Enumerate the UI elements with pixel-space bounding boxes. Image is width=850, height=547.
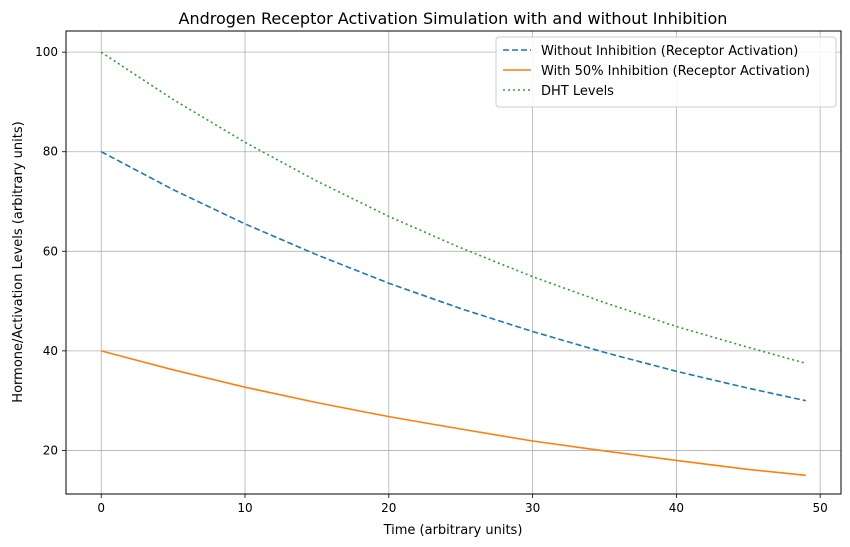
y-tick-label: 100 (35, 45, 58, 59)
legend-label-2: With 50% Inhibition (Receptor Activation… (541, 64, 810, 79)
chart-title: Androgen Receptor Activation Simulation … (179, 9, 728, 28)
legend: Without Inhibition (Receptor Activation)… (495, 36, 837, 108)
y-tick-label: 40 (43, 344, 58, 358)
x-tick-label: 50 (813, 501, 828, 515)
y-tick-label: 20 (43, 443, 58, 457)
x-tick-label: 30 (525, 501, 540, 515)
x-axis-label: Time (arbitrary units) (383, 523, 523, 538)
x-tick-label: 20 (381, 501, 396, 515)
plot-area-frame (65, 30, 842, 495)
series-layer (100, 51, 807, 477)
y-axis-label: Hormone/Activation Levels (arbitrary uni… (11, 121, 26, 402)
legend-label-1: Without Inhibition (Receptor Activation) (541, 44, 798, 59)
grid-layer (66, 31, 841, 494)
x-tick-label: 40 (669, 501, 684, 515)
series-line-1 (100, 150, 806, 402)
series-line-2 (100, 350, 806, 477)
y-tick-label: 80 (43, 145, 58, 159)
legend-box (495, 36, 837, 108)
x-tick-label: 10 (237, 501, 252, 515)
y-tick-label: 60 (43, 244, 58, 258)
series-line-3 (100, 51, 807, 365)
x-axis-ticks: 0 10 20 30 40 50 (97, 494, 828, 515)
y-axis-ticks: 20 40 60 80 100 (35, 45, 66, 457)
x-tick-label: 0 (97, 501, 105, 515)
legend-label-3: DHT Levels (541, 84, 614, 99)
